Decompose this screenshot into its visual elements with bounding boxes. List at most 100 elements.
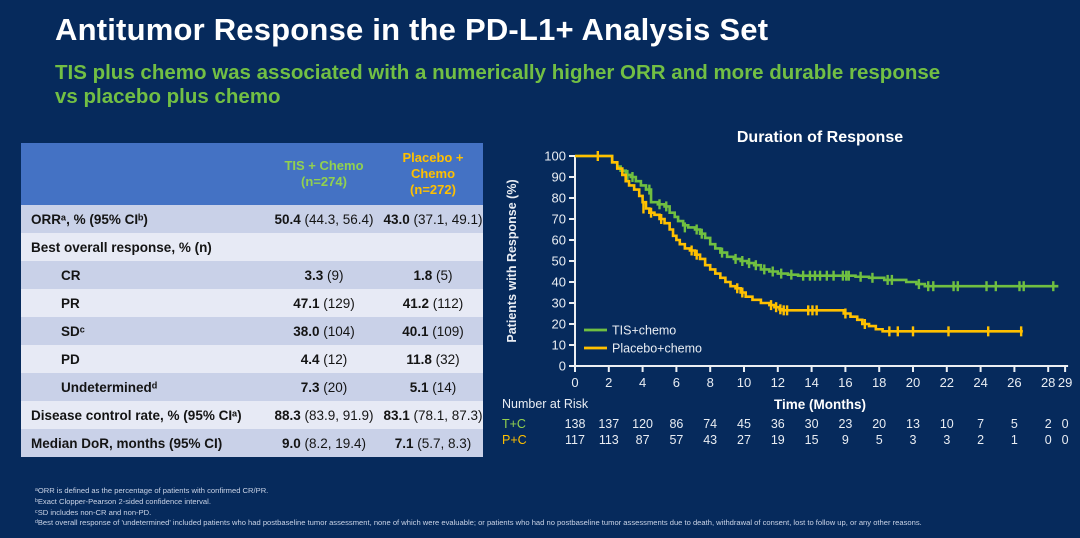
risk-value: 0 (1062, 417, 1069, 431)
footnote: ᵈBest overall response of 'undetermined'… (35, 518, 922, 528)
cell-pbo: 41.2 (112) (402, 295, 464, 311)
risk-value: 5 (1011, 417, 1018, 431)
y-axis-label: Patients with Response (%) (505, 179, 519, 342)
footnote: ᵃORR is defined as the percentage of pat… (35, 486, 269, 495)
column-header-placebo: Placebo + Chemo (n=272) (383, 143, 483, 205)
footnote: ᶜSD includes non-CR and non-PD. (35, 507, 152, 517)
km-plot-svg: Duration of Response Patients with Respon… (502, 129, 1072, 447)
x-tick-label: 22 (940, 375, 954, 390)
y-tick-label: 100 (544, 149, 566, 164)
table-row: PR 47.1 (129) 41.2 (112) (21, 289, 483, 317)
table-row: ORRᵃ, % (95% CIᵇ) 50.4 (44.3, 56.4) 43.0 (… (21, 205, 483, 233)
x-tick-label: 24 (973, 375, 987, 390)
risk-row-label: P+C (502, 433, 527, 447)
cell-tis: 88.3 (83.9, 91.9) (274, 407, 374, 423)
header-spacer (21, 143, 265, 205)
row-label: PD (61, 351, 80, 367)
risk-value: 45 (737, 417, 751, 431)
risk-value: 117 (565, 433, 585, 447)
cell-pbo: 40.1 (109) (402, 323, 464, 339)
x-tick-label: 18 (872, 375, 886, 390)
table-row: PD 4.4 (12) 11.8 (32) (21, 345, 483, 373)
cell-tis: 7.3 (20) (300, 379, 348, 395)
risk-value: 30 (805, 417, 819, 431)
y-tick-label: 0 (559, 359, 566, 374)
row-label: SDᶜ (61, 323, 85, 339)
cell-pbo: 1.8 (5) (413, 267, 453, 283)
risk-value: 15 (805, 433, 819, 447)
x-tick-label: 2 (605, 375, 612, 390)
risk-value: 5 (876, 433, 883, 447)
column-header-placebo-label: Placebo + Chemo (402, 150, 464, 181)
risk-row-label: T+C (502, 417, 526, 431)
legend-label: Placebo+chemo (612, 342, 702, 356)
x-tick-label: 4 (639, 375, 646, 390)
cell-tis: 4.4 (12) (300, 351, 348, 367)
x-tick-label: 16 (838, 375, 852, 390)
legend-label: TIS+chemo (612, 324, 676, 338)
risk-value: 36 (771, 417, 785, 431)
cell-pbo: 7.1 (5.7, 8.3) (394, 435, 472, 451)
x-tick-label: 29 (1058, 375, 1072, 390)
y-tick-label: 30 (552, 296, 566, 311)
cell-tis: 38.0 (104) (293, 323, 355, 339)
table-row: Disease control rate, % (95% CIᵃ) 88.3 (8… (21, 401, 483, 429)
risk-value: 0 (1062, 433, 1069, 447)
column-header-tis-label: TIS + Chemo (284, 158, 364, 173)
risk-value: 20 (872, 417, 886, 431)
column-header-tis: TIS + Chemo (n=274) (265, 143, 383, 205)
km-curve-tis (575, 154, 1059, 288)
duration-of-response-chart: Duration of Response Patients with Respon… (500, 120, 1078, 450)
cell-pbo: 11.8 (32) (406, 351, 460, 367)
row-label: ORRᵃ, % (95% CIᵇ) (31, 211, 148, 227)
table-row: Undeterminedᵈ 7.3 (20) 5.1 (14) (21, 373, 483, 401)
footnote: ᵇExact Clopper-Pearson 2-sided confidenc… (35, 496, 211, 506)
risk-value: 2 (977, 433, 984, 447)
y-tick-label: 90 (552, 170, 566, 185)
x-tick-label: 20 (906, 375, 920, 390)
cell-tis: 3.3 (9) (304, 267, 344, 283)
x-tick-label: 0 (571, 375, 578, 390)
y-tick-label: 20 (552, 317, 566, 332)
risk-value: 27 (737, 433, 751, 447)
row-label: PR (61, 295, 80, 311)
cell-tis: 47.1 (129) (293, 295, 355, 311)
table-row: Median DoR, months (95% CI) 9.0 (8.2, 19.… (21, 429, 483, 457)
y-tick-label: 40 (552, 275, 566, 290)
risk-value: 1 (1011, 433, 1018, 447)
row-label: Best overall response, % (n) (31, 239, 212, 255)
table-row: SDᶜ 38.0 (104) 40.1 (109) (21, 317, 483, 345)
cell-pbo: 43.0 (37.1, 49.1) (383, 211, 483, 227)
x-tick-label: 26 (1007, 375, 1021, 390)
cell-tis: 9.0 (8.2, 19.4) (281, 435, 367, 451)
risk-value: 13 (906, 417, 920, 431)
row-label: Median DoR, months (95% CI) (31, 435, 223, 451)
risk-value: 0 (1045, 433, 1052, 447)
cell-pbo: 5.1 (14) (409, 379, 457, 395)
risk-value: 2 (1045, 417, 1052, 431)
slide-subtitle: TIS plus chemo was associated with a num… (55, 61, 941, 108)
cell-pbo: 83.1 (78.1, 87.3) (383, 407, 483, 423)
cell-tis: 50.4 (44.3, 56.4) (274, 211, 374, 227)
y-tick-label: 10 (552, 338, 566, 353)
x-tick-label: 12 (771, 375, 785, 390)
table-header: TIS + Chemo (n=274) Placebo + Chemo (n=2… (21, 143, 483, 205)
risk-value: 23 (838, 417, 852, 431)
x-tick-label: 28 (1041, 375, 1055, 390)
slide-title: Antitumor Response in the PD-L1+ Analysi… (55, 12, 769, 47)
x-tick-label: 10 (737, 375, 751, 390)
column-header-placebo-n: (n=272) (410, 182, 456, 197)
results-table-body: ORRᵃ, % (95% CIᵇ) 50.4 (44.3, 56.4) 43.0 (… (21, 205, 483, 457)
row-label: CR (61, 267, 81, 283)
risk-value: 7 (977, 417, 984, 431)
risk-value: 9 (842, 433, 849, 447)
footnotes: ᵃORR is defined as the percentage of pat… (35, 486, 1075, 529)
y-tick-label: 70 (552, 212, 566, 227)
risk-value: 57 (669, 433, 683, 447)
risk-value: 74 (703, 417, 717, 431)
risk-value: 3 (943, 433, 950, 447)
y-tick-label: 60 (552, 233, 566, 248)
risk-value: 3 (910, 433, 917, 447)
row-label: Undeterminedᵈ (61, 379, 158, 395)
chart-title: Duration of Response (737, 129, 903, 146)
